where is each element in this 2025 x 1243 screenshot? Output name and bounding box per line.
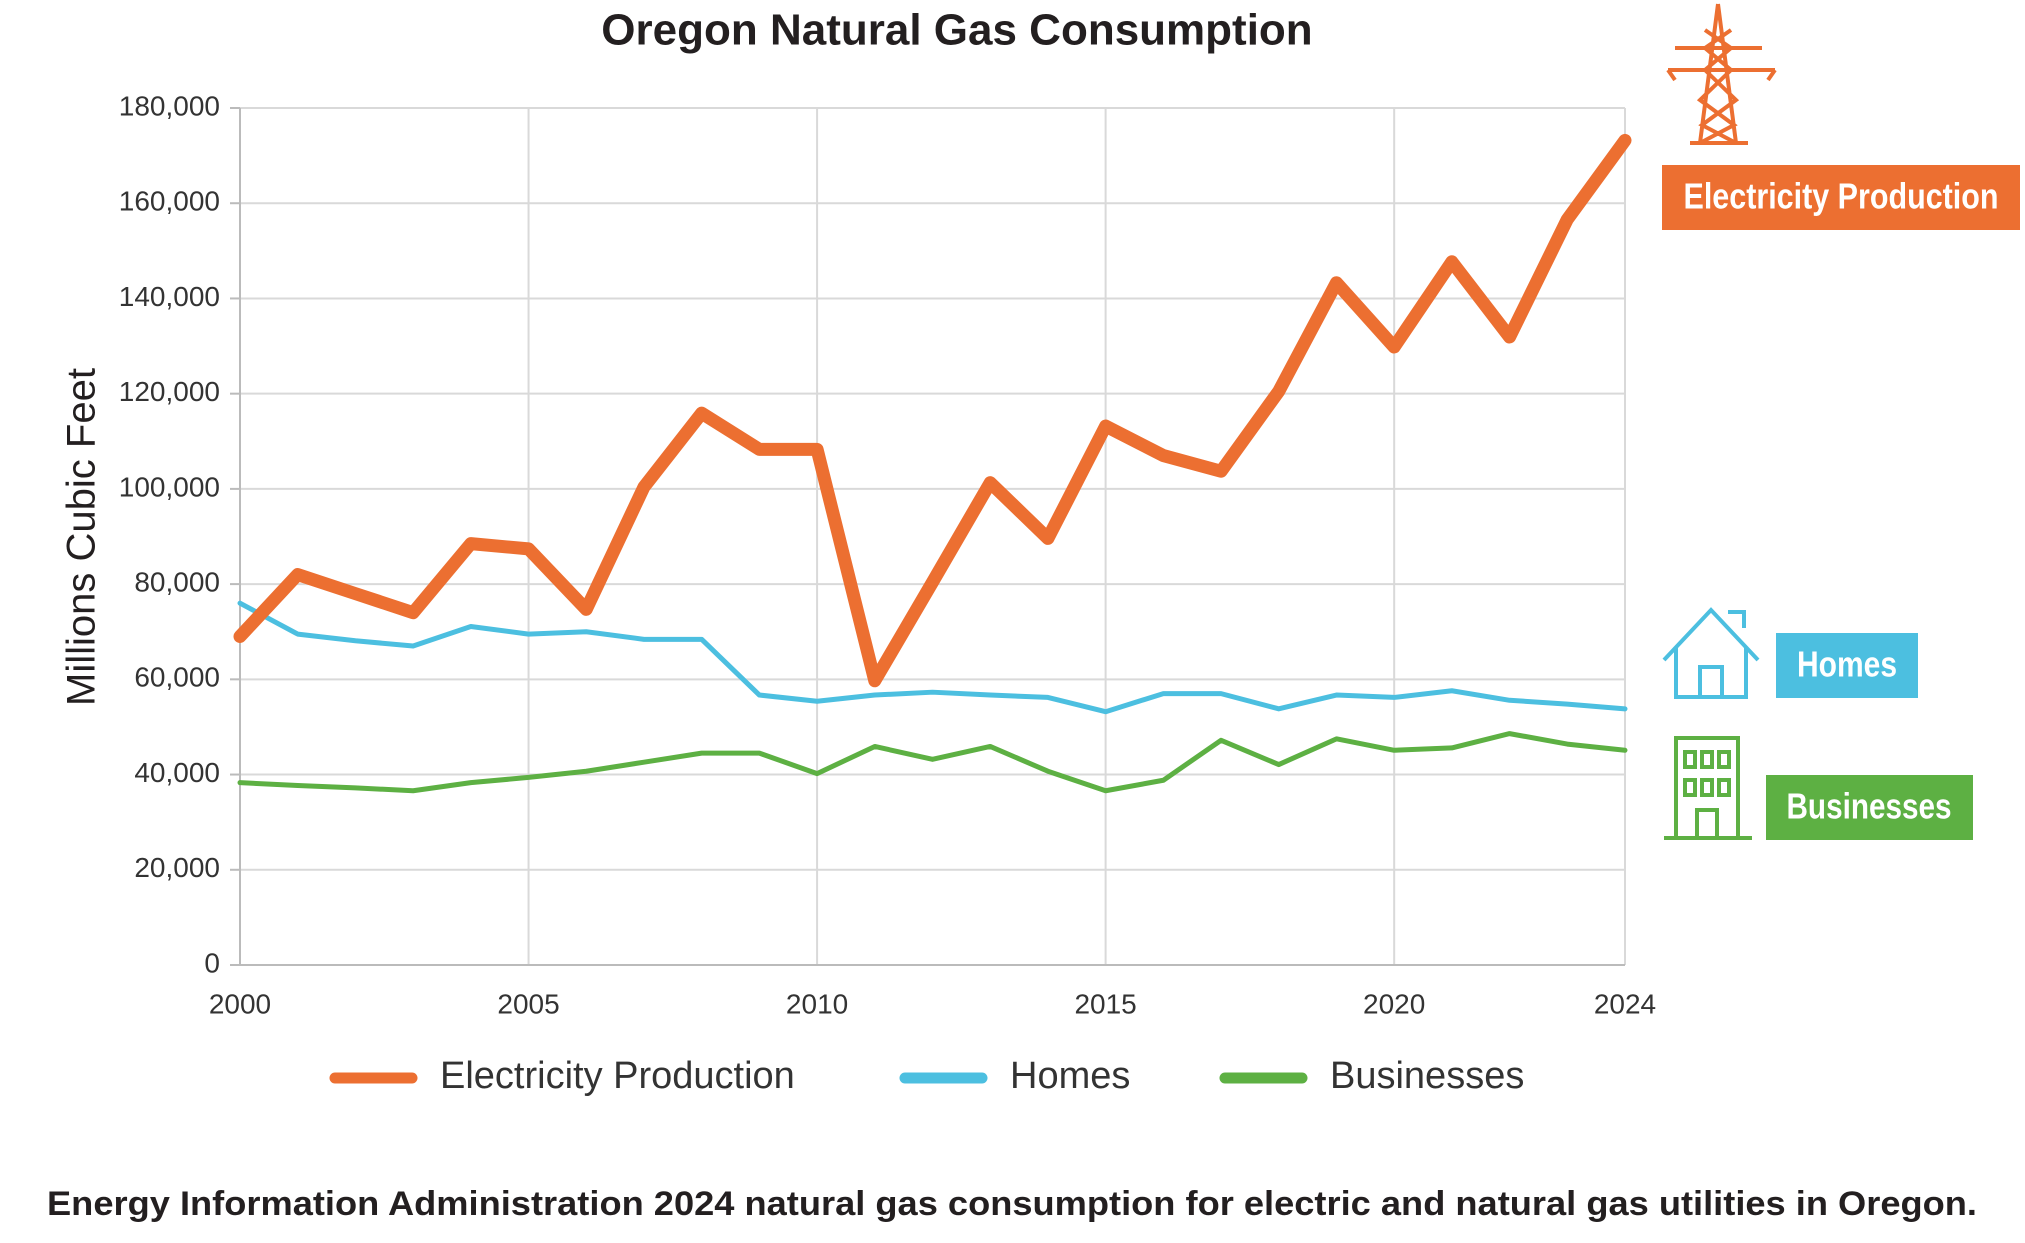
series-line [233,133,1632,688]
homes-side-label: Homes [1797,644,1897,685]
y-tick-label: 60,000 [134,662,220,693]
y-tick-label: 20,000 [134,852,220,883]
y-tick-label: 80,000 [134,567,220,598]
chart-title: Oregon Natural Gas Consumption [601,6,1312,55]
x-tick-label: 2000 [209,988,271,1019]
legend-label: Electricity Production [440,1055,795,1097]
house-icon [1662,607,1760,699]
y-tick-label: 140,000 [119,281,220,312]
x-tick-label: 2005 [497,988,559,1019]
x-tick-label: 2024 [1594,988,1656,1019]
x-tick-label: 2010 [786,988,848,1019]
y-tick-label: 180,000 [119,90,220,121]
series-line [237,600,1628,715]
building-icon [1664,736,1752,840]
y-tick-label: 100,000 [119,471,220,502]
x-tick-label: 2015 [1074,988,1136,1019]
legend-label: Businesses [1330,1055,1524,1097]
y-tick-label: 40,000 [134,757,220,788]
legend-label: Homes [1010,1055,1130,1097]
tower-icon [1666,3,1777,145]
series-line [237,731,1628,794]
homes-label-box [1776,633,1918,698]
y-axis-label: Millions Cubic Feet [60,368,104,706]
businesses-label-box [1766,775,1973,840]
caption: Energy Information Administration 2024 n… [47,1185,1977,1223]
x-tick-label: 2020 [1363,988,1425,1019]
businesses-side-label: Businesses [1787,786,1952,827]
y-tick-label: 0 [204,947,220,978]
y-tick-label: 160,000 [119,186,220,217]
electricity-side-label: Electricity Production [1684,176,1999,217]
y-tick-label: 120,000 [119,376,220,407]
electricity-label-box [1662,165,2020,230]
